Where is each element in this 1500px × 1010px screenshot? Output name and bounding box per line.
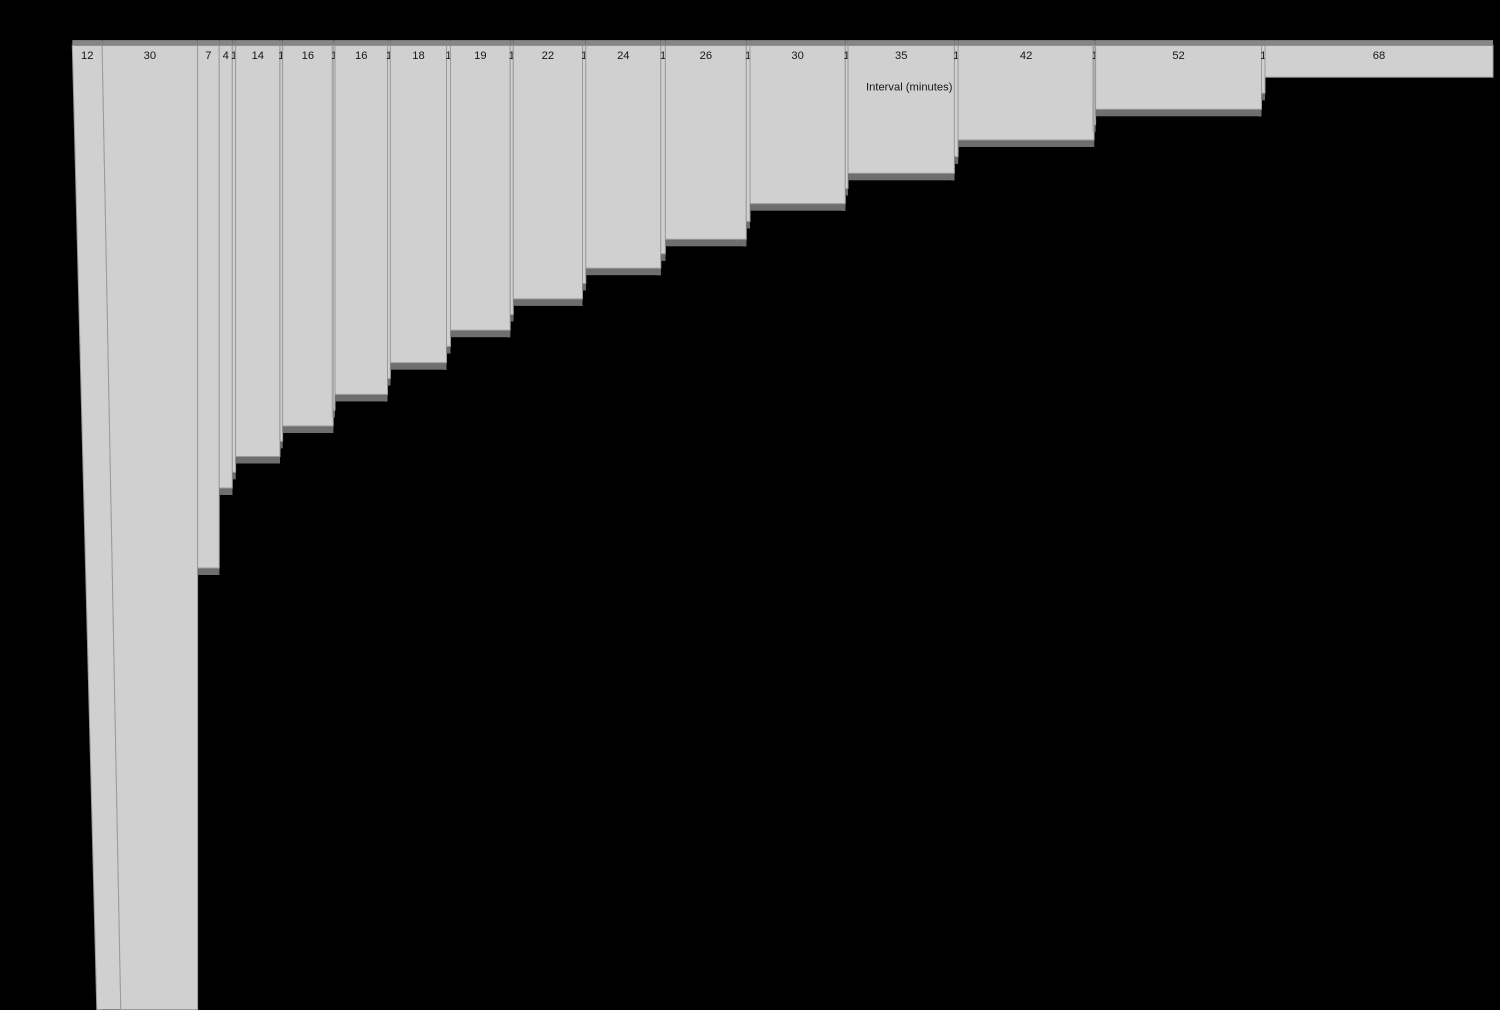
svg-text:19: 19 [474, 50, 486, 62]
svg-text:68: 68 [1373, 50, 1385, 62]
svg-text:35: 35 [895, 50, 907, 62]
svg-text:4: 4 [223, 50, 229, 62]
svg-text:30: 30 [791, 50, 803, 62]
svg-text:52: 52 [1172, 50, 1184, 62]
svg-text:24: 24 [617, 50, 629, 62]
svg-text:30: 30 [144, 50, 156, 62]
svg-text:Interval (minutes): Interval (minutes) [866, 82, 953, 94]
svg-text:42: 42 [1020, 50, 1032, 62]
svg-text:14: 14 [252, 50, 264, 62]
svg-text:16: 16 [302, 50, 314, 62]
svg-text:12: 12 [81, 50, 93, 62]
svg-text:26: 26 [700, 50, 712, 62]
svg-text:22: 22 [542, 50, 554, 62]
svg-text:16: 16 [355, 50, 367, 62]
svg-text:7: 7 [205, 50, 211, 62]
svg-text:18: 18 [412, 50, 424, 62]
